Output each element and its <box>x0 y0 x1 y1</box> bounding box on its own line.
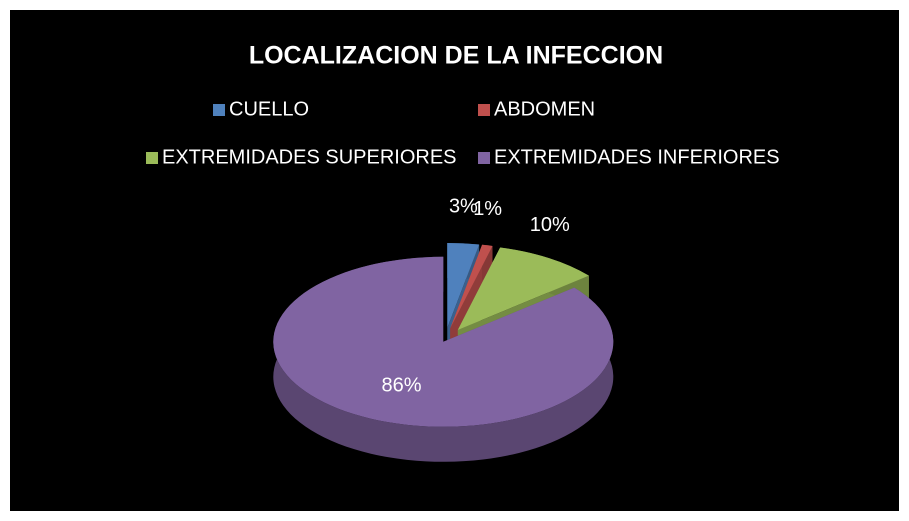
data-label: 10% <box>530 214 570 236</box>
legend-label: CUELLO <box>229 98 309 120</box>
slice <box>457 247 589 330</box>
data-label: 3% <box>449 196 478 218</box>
slice <box>450 244 493 329</box>
legend-marker <box>213 104 225 116</box>
slice <box>273 256 614 427</box>
legend-marker <box>478 152 490 164</box>
legend-label: EXTREMIDADES SUPERIORES <box>162 146 457 168</box>
data-label: 86% <box>382 374 422 396</box>
legend-marker <box>478 104 490 116</box>
chart-title: LOCALIZACION DE LA INFECCION <box>249 42 663 70</box>
legend-label: ABDOMEN <box>494 98 595 120</box>
data-label: 1% <box>473 198 502 220</box>
legend-label: EXTREMIDADES INFERIORES <box>494 146 780 168</box>
legend-marker <box>146 152 158 164</box>
slice <box>447 243 480 329</box>
